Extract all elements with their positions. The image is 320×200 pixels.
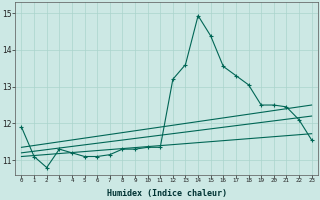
X-axis label: Humidex (Indice chaleur): Humidex (Indice chaleur) (107, 189, 227, 198)
